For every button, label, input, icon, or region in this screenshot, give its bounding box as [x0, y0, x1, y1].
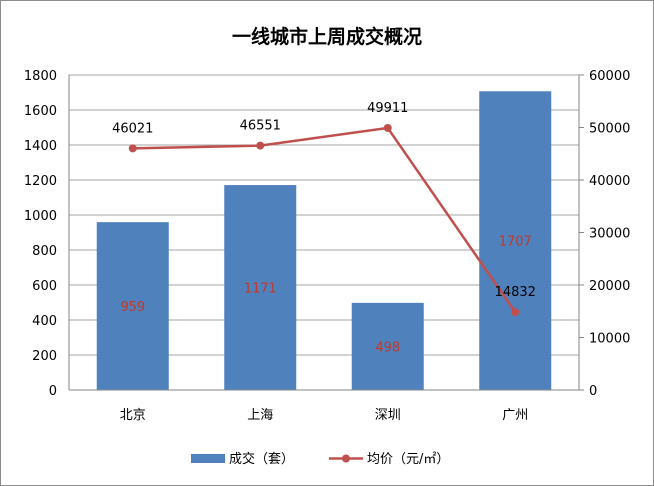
line-data-label: 14832 — [495, 285, 536, 300]
legend: 成交（套） 均价（元/㎡） — [191, 451, 449, 467]
bar-data-label: 498 — [375, 340, 400, 355]
chart-title: 一线城市上周成交概况 — [232, 25, 422, 48]
line-point — [128, 144, 137, 153]
bar-data-label: 1171 — [244, 282, 277, 297]
y-left-tick-label: 1400 — [24, 139, 57, 154]
line-data-label: 49911 — [367, 101, 408, 116]
y-left-tick-label: 400 — [32, 314, 57, 329]
bar — [224, 185, 297, 390]
bars: 959 1171 498 1707 — [96, 91, 552, 391]
y-right-tick-label: 30000 — [589, 227, 630, 242]
y-left-tick-label: 800 — [32, 244, 57, 259]
bar-data-label: 959 — [120, 300, 145, 315]
axes: 0 200 400 600 800 1000 1200 1400 1600 1800 0 10000 2… — [24, 69, 630, 423]
bar — [351, 302, 424, 390]
y-right-tick-label: 40000 — [589, 174, 630, 189]
y-right-tick-label: 50000 — [589, 122, 630, 137]
legend-line-label: 均价（元/㎡） — [367, 452, 449, 467]
line-point — [511, 308, 520, 317]
y-right-tick-label: 60000 — [589, 69, 630, 84]
price-line: 46021 46551 49911 14832 — [112, 101, 536, 317]
y-left-tick-label: 200 — [32, 349, 57, 364]
bar — [479, 91, 552, 391]
line-point — [256, 141, 265, 150]
line-path — [132, 126, 517, 313]
x-tick-label: 北京 — [120, 408, 146, 423]
x-tick-label: 上海 — [247, 408, 273, 423]
legend-bar-swatch — [191, 454, 225, 463]
y-left-tick-label: 1600 — [24, 104, 57, 119]
y-left-tick-label: 1200 — [24, 174, 57, 189]
bar — [96, 222, 169, 390]
y-left-tick-label: 600 — [32, 279, 57, 294]
y-right-tick-label: 10000 — [589, 332, 630, 347]
line-point — [383, 123, 392, 132]
x-tick-label: 广州 — [502, 408, 528, 423]
y-right-tick-label: 0 — [589, 384, 597, 399]
line-data-label: 46551 — [240, 119, 281, 134]
legend-bar-label: 成交（套） — [229, 451, 294, 467]
line-data-label: 46021 — [112, 121, 153, 136]
x-tick-label: 深圳 — [375, 408, 401, 423]
y-left-tick-label: 1800 — [24, 69, 57, 84]
y-right-tick-label: 20000 — [589, 279, 630, 294]
legend-line-marker — [342, 454, 350, 463]
bar-data-label: 1707 — [499, 235, 532, 250]
y-left-tick-label: 1000 — [24, 209, 57, 224]
y-left-tick-label: 0 — [49, 384, 57, 399]
